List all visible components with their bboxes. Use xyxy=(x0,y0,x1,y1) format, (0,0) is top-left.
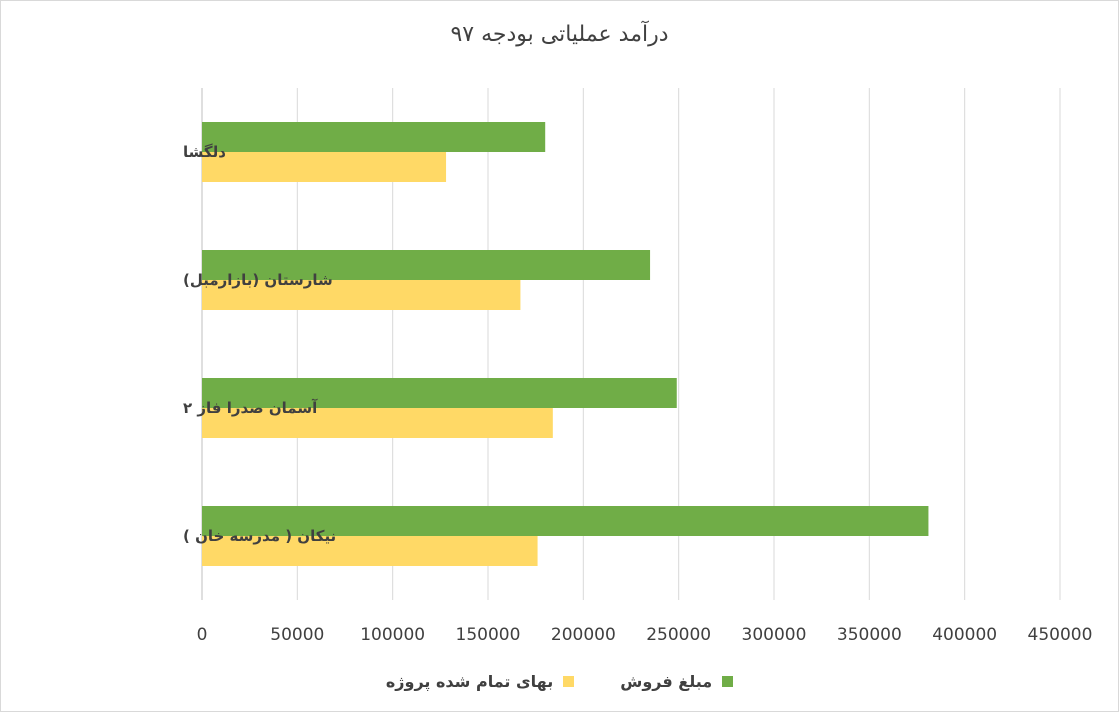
category-label: شارستان (بازارمبل) xyxy=(183,271,333,289)
bar xyxy=(202,250,651,280)
bar xyxy=(202,408,553,438)
tick-label: 0 xyxy=(197,625,208,645)
tick-label: 100000 xyxy=(360,625,425,645)
category-label: دلگشا xyxy=(183,143,226,161)
category-label: آسمان صدرا فاز ۲ xyxy=(183,399,318,417)
tick-label: 400000 xyxy=(932,625,997,645)
legend-item-sales: مبلغ فروش xyxy=(620,672,734,691)
bar xyxy=(202,506,929,536)
legend-swatch-sales xyxy=(722,676,734,687)
legend: مبلغ فروش بهای تمام شده پروژه xyxy=(0,672,1119,691)
bar xyxy=(202,152,447,182)
bar xyxy=(202,378,677,408)
tick-label: 150000 xyxy=(456,625,521,645)
tick-label: 50000 xyxy=(270,625,324,645)
tick-label: 300000 xyxy=(742,625,807,645)
tick-label: 250000 xyxy=(646,625,711,645)
legend-item-cost: بهای تمام شده پروژه xyxy=(385,672,575,691)
bar xyxy=(202,122,546,152)
tick-label: 450000 xyxy=(1028,625,1093,645)
tick-label: 200000 xyxy=(551,625,616,645)
legend-label-sales: مبلغ فروش xyxy=(620,672,713,691)
chart-title: درآمد عملیاتی بودجه ۹۷ xyxy=(450,22,669,47)
bar xyxy=(202,280,521,310)
bar xyxy=(202,536,538,566)
tick-label: 350000 xyxy=(837,625,902,645)
category-label: نیکان ( مدرسه خان ) xyxy=(183,527,336,545)
legend-label-cost: بهای تمام شده پروژه xyxy=(385,672,554,691)
legend-swatch-cost xyxy=(563,676,575,687)
